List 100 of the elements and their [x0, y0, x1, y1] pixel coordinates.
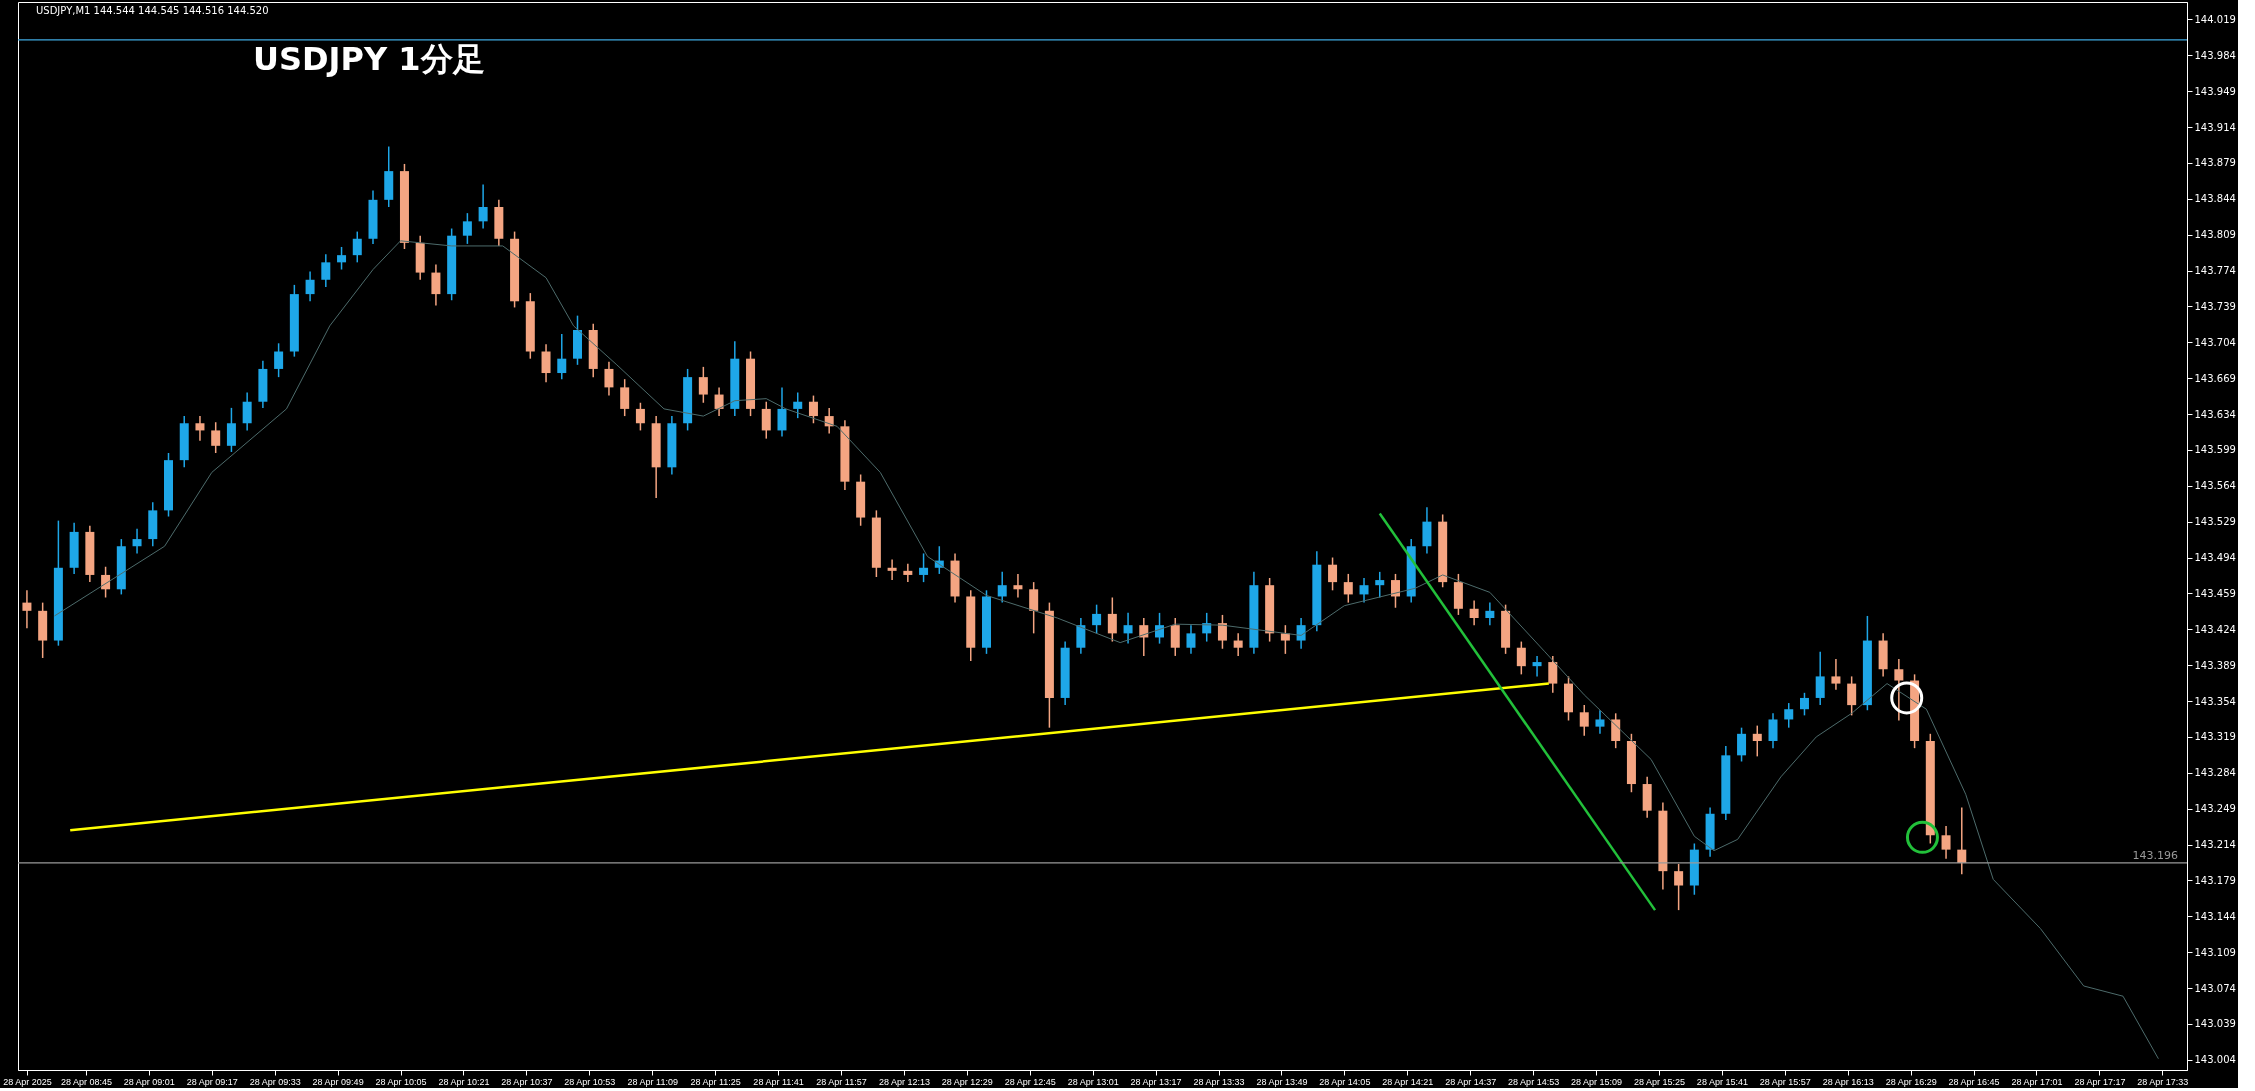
candlestick: [1123, 612, 1133, 645]
candlestick: [274, 342, 284, 378]
candlestick: [1941, 825, 1951, 860]
y-tick-label: 143.529: [2194, 516, 2236, 528]
candlestick: [195, 415, 205, 442]
candlestick: [478, 183, 488, 230]
text: USDJPY 1分足: [253, 40, 485, 78]
x-tick-label: 28 Apr 13:49: [1256, 1076, 1308, 1087]
candlestick: [1328, 556, 1338, 592]
x-tick-label: 28 Apr 09:01: [123, 1076, 175, 1087]
candlestick: [903, 562, 913, 583]
candlestick: [1013, 573, 1023, 599]
candlestick: [1674, 863, 1684, 911]
candlestick: [1485, 601, 1495, 626]
y-tick-label: 143.809: [2194, 229, 2236, 241]
candlestick: [321, 253, 331, 288]
y-tick-label: 143.774: [2194, 265, 2236, 277]
x-tick-label: 28 Apr 11:57: [816, 1076, 867, 1087]
candlestick: [1532, 655, 1542, 678]
y-tick-label: 143.004: [2194, 1054, 2236, 1066]
y-tick-label: 143.984: [2194, 49, 2236, 61]
x-tick-label: 28 Apr 12:29: [941, 1076, 993, 1087]
candlestick: [1217, 614, 1227, 650]
x-tick-label: 28 Apr 10:05: [375, 1076, 427, 1087]
candlestick: [1375, 571, 1385, 599]
candlestick: [1784, 702, 1794, 729]
x-tick-label: 28 Apr 10:37: [501, 1076, 553, 1087]
x-tick-label: 28 Apr 14:37: [1445, 1076, 1497, 1087]
y-tick-label: 143.389: [2194, 659, 2236, 671]
y-tick-label: 143.074: [2194, 982, 2236, 994]
candlestick: [620, 378, 630, 417]
y-tick-label: 143.354: [2194, 695, 2236, 707]
y-tick-label: 143.949: [2194, 85, 2236, 97]
x-tick-label: 28 Apr 09:49: [312, 1076, 364, 1087]
x-tick-label: 28 Apr 14:21: [1382, 1076, 1434, 1087]
candlestick: [462, 212, 472, 245]
x-tick-label: 28 Apr 17:33: [2137, 1076, 2189, 1087]
x-tick-label: 28 Apr 15:25: [1633, 1076, 1685, 1087]
y-tick-label: 143.459: [2194, 587, 2236, 599]
x-tick-label: 28 Apr 11:25: [690, 1076, 741, 1087]
x-tick-label: 28 Apr 09:33: [249, 1076, 301, 1087]
y-tick-label: 143.914: [2194, 121, 2236, 133]
candlestick: [22, 589, 32, 629]
x-tick-label: 28 Apr 15:09: [1571, 1076, 1623, 1087]
candlestick: [1280, 624, 1290, 655]
y-tick-label: 143.424: [2194, 623, 2236, 635]
candlestick: [1799, 692, 1809, 717]
y-tick-label: 143.564: [2194, 480, 2236, 492]
candlestick: [997, 571, 1007, 604]
annotation: USDJPY,M1 144.544 144.545 144.516 144.520: [36, 5, 269, 16]
candlestick: [887, 558, 897, 581]
candlestick: [714, 386, 724, 417]
x-tick-label: 28 Apr 09:17: [186, 1076, 238, 1087]
y-tick-label: 143.704: [2194, 336, 2236, 348]
y-tick-label: 143.039: [2194, 1018, 2236, 1030]
y-tick-label: 143.144: [2194, 910, 2236, 922]
y-tick-label: 143.634: [2194, 408, 2236, 420]
x-tick-label: 28 Apr 14:53: [1508, 1076, 1560, 1087]
candlestick: [1752, 724, 1762, 758]
candlestick: [1233, 632, 1243, 657]
candlestick: [1076, 617, 1086, 655]
candlestick: [431, 263, 441, 307]
x-tick-label: 28 Apr 08:45: [60, 1076, 112, 1087]
y-tick-label: 143.599: [2194, 444, 2236, 456]
candlestick: [698, 366, 708, 404]
candlestick: [242, 391, 252, 432]
candlestick: [1359, 577, 1369, 604]
y-tick-label: 143.669: [2194, 372, 2236, 384]
candlestick: [761, 400, 771, 440]
x-tick-label: 28 Apr 16:13: [1822, 1076, 1874, 1087]
candlestick: [1029, 581, 1039, 635]
candlestick: [1847, 675, 1857, 717]
x-tick-label: 28 Apr 12:45: [1004, 1076, 1056, 1087]
candlestick: [1611, 712, 1621, 749]
candlestick: [793, 391, 803, 419]
candlestick: [1516, 640, 1526, 676]
y-tick-label: 143.284: [2194, 767, 2236, 779]
candlestick: [808, 394, 818, 425]
y-tick-label: 143.249: [2194, 803, 2236, 815]
candlestick: [211, 421, 221, 454]
candlestick: [1737, 726, 1747, 763]
candlestick: [1894, 658, 1904, 722]
candlestick: [1296, 617, 1306, 650]
x-tick-label: 28 Apr 17:17: [2074, 1076, 2126, 1087]
x-tick-label: 28 Apr 16:29: [1885, 1076, 1937, 1087]
x-tick-label: 28 Apr 13:33: [1193, 1076, 1245, 1087]
y-tick-label: 143.214: [2194, 839, 2236, 851]
candlestick: [1815, 651, 1825, 706]
x-tick-label: 28 Apr 2025: [3, 1076, 52, 1087]
x-tick-label: 28 Apr 17:01: [2011, 1076, 2063, 1087]
candlestick: [1186, 624, 1196, 655]
x-tick-label: 28 Apr 15:57: [1759, 1076, 1811, 1087]
candlestick: [635, 402, 645, 432]
y-tick-label: 143.844: [2194, 193, 2236, 205]
x-tick-label: 28 Apr 13:01: [1067, 1076, 1119, 1087]
ref-line-label: 143.196: [2132, 848, 2178, 862]
x-tick-label: 28 Apr 13:17: [1130, 1076, 1182, 1087]
candlestick: [919, 552, 929, 583]
candlestick: [1107, 596, 1117, 643]
x-tick-label: 28 Apr 10:53: [564, 1076, 616, 1087]
